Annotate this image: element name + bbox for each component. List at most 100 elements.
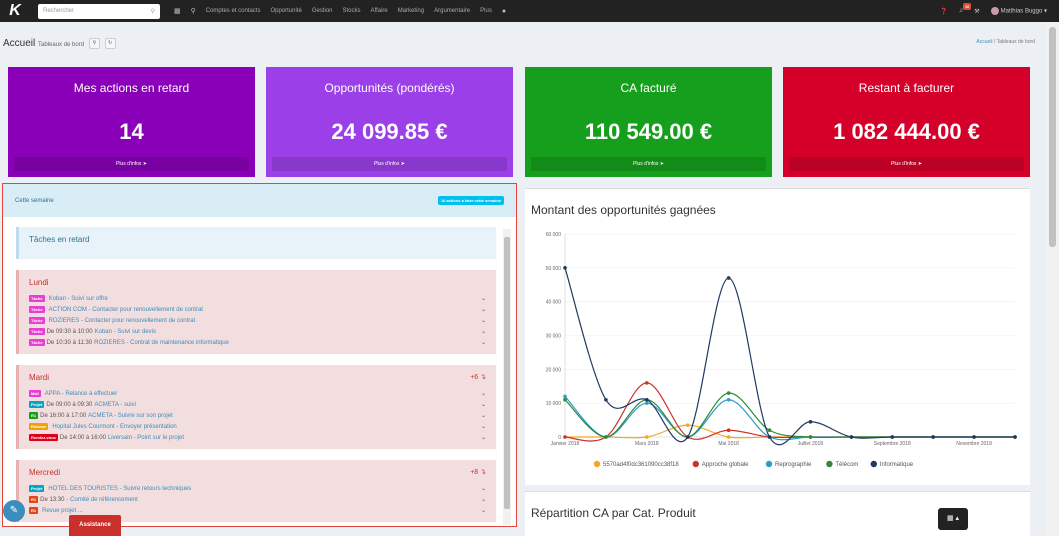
kpi-more-link[interactable]: Plus d'infos ➤ <box>272 157 507 171</box>
refresh-button[interactable]: ↻ <box>104 38 116 49</box>
chevron-down-icon[interactable]: ⌄ <box>480 424 486 430</box>
nav-item-marketing[interactable]: Marketing <box>397 8 425 14</box>
gamepad-icon[interactable]: ● <box>501 7 507 15</box>
main-menu: ▦ ⚲ Comptes et contacts Opportunité Gest… <box>174 7 507 16</box>
top-navbar: K Rechercher ⚲ ▦ ⚲ Comptes et contacts O… <box>0 0 1059 22</box>
data-point <box>563 266 567 270</box>
user-name: Matthias Buggo <box>1000 8 1043 15</box>
week-list[interactable]: Tâches en retard Lundi Tâche Koban - Suivi… <box>3 217 516 526</box>
action-item[interactable]: Mail APPA - Relance à effectuer ⌄ <box>29 388 486 399</box>
action-link[interactable]: ACTION COM - Contacter pour renouvelleme… <box>48 306 203 313</box>
series-line-3 <box>564 392 1015 439</box>
calendar-widget-button[interactable]: ▦ ▴ <box>938 508 968 530</box>
action-item[interactable]: Tâche ROZIERES - Contacter pour renouvell… <box>29 315 486 326</box>
chevron-down-icon[interactable]: ⌄ <box>480 340 486 346</box>
chevron-down-icon[interactable]: ⌄ <box>480 508 486 514</box>
action-item[interactable]: R1 De 16:00 à 17:00 ACMETA - Suivre sur so… <box>29 410 486 421</box>
action-link[interactable]: Hopital Jules Courmont - Envoyer présent… <box>52 423 177 430</box>
chevron-down-icon[interactable]: ⌄ <box>480 497 486 503</box>
action-type-badge: R1 <box>29 496 39 503</box>
y-tick-label: 0 <box>558 435 561 441</box>
action-item[interactable]: Projet De 09:00 à 09:30 ACMETA - suivi ⌄ <box>29 399 486 410</box>
action-item[interactable]: Rendez-vous De 14:00 à 16:00 Liversain - P… <box>29 432 486 443</box>
action-link[interactable]: Revue projet ... <box>42 507 83 514</box>
user-menu[interactable]: Matthias Buggo ▾ <box>990 7 1047 15</box>
legend-marker <box>765 460 773 468</box>
chevron-down-icon[interactable]: ⌄ <box>480 413 486 419</box>
action-link[interactable]: ROZIERES - Contrat de maintenance inform… <box>94 339 229 346</box>
late-tasks-box[interactable]: Tâches en retard <box>16 227 496 259</box>
action-item[interactable]: Tâche ACTION COM - Contacter pour renouve… <box>29 304 486 315</box>
action-time: De 09:00 à 09:30 <box>46 401 93 408</box>
chevron-down-icon[interactable]: ⌄ <box>480 402 486 408</box>
action-link[interactable]: Liversain - Point sur le projet <box>107 434 184 441</box>
page-title: Accueil Tableaux de bord ⚲ ↻ <box>3 38 116 49</box>
action-link[interactable]: ROZIERES - Contacter pour renouvellement… <box>48 317 196 324</box>
actions-badge: 16 actions à faire cette semaine <box>437 196 504 205</box>
nav-item-opportunite[interactable]: Opportunité <box>270 8 302 14</box>
chevron-down-icon[interactable]: ⌄ <box>480 329 486 335</box>
x-tick-label: Juillet 2018 <box>798 441 824 447</box>
kpi-more-link[interactable]: Plus d'infos ➤ <box>789 157 1024 171</box>
nav-item-plus[interactable]: Plus <box>480 8 492 14</box>
action-link[interactable]: HOTEL DES TOURISTES - Suivre retours tec… <box>48 485 192 492</box>
chevron-down-icon[interactable]: ⌄ <box>480 435 486 441</box>
action-link[interactable]: ACMETA - Suivre sur son projet <box>88 412 173 419</box>
calendar-icon[interactable]: ▦ <box>174 8 181 15</box>
assistance-button[interactable]: Assistance <box>69 515 121 536</box>
week-scrollbar[interactable] <box>503 229 511 525</box>
action-type-badge: Rendez-vous <box>29 434 58 441</box>
action-link[interactable]: Koban - Suivi sur offre <box>48 295 108 302</box>
day-more-count[interactable]: +8 ↴ <box>470 469 486 476</box>
data-point <box>563 394 567 399</box>
day-box-lundi: Lundi Tâche Koban - Suivi sur offre ⌄ Tâche A… <box>16 270 496 354</box>
action-item[interactable]: R1 De 13:30- Comité de référencement ⌄ <box>29 494 486 505</box>
page-scrollbar[interactable] <box>1046 22 1059 536</box>
question-icon[interactable]: ❓ <box>940 8 948 15</box>
nav-item-stocks[interactable]: Stocks <box>342 8 361 14</box>
day-name: Lundi <box>29 278 49 287</box>
pencil-icon[interactable]: ✎ <box>3 500 25 522</box>
kpi-more-link[interactable]: Plus d'infos ➤ <box>14 157 249 171</box>
chevron-down-icon[interactable]: ⌄ <box>480 296 486 302</box>
action-item[interactable]: Tâche De 09:30 à 10:00 Koban - Suivi sur d… <box>29 326 486 337</box>
data-point <box>767 435 772 439</box>
chart-opportunites-gagnees: Montant des opportunités gagnées 0 10 000… <box>525 188 1030 485</box>
pin-button[interactable]: ⚲ <box>88 38 100 49</box>
notifications-button[interactable]: ♫ 38 <box>959 3 972 14</box>
nav-item-argumentaire[interactable]: Argumentaire <box>434 8 471 14</box>
chevron-down-icon[interactable]: ⌄ <box>480 486 486 492</box>
search-icon[interactable]: ⚲ <box>150 8 155 15</box>
wrench-icon[interactable]: ⚒ <box>974 8 980 15</box>
kpi-value: 24 099.85 € <box>331 119 448 144</box>
content-header: Accueil Tableaux de bord ⚲ ↻ Accueil / T… <box>0 22 1044 58</box>
kpi-more-link[interactable]: Plus d'infos ➤ <box>531 157 766 171</box>
breadcrumb-home[interactable]: Accueil <box>976 39 993 45</box>
search-input[interactable]: Rechercher ⚲ <box>38 3 160 19</box>
action-link[interactable]: ACMETA - suivi <box>94 401 136 408</box>
chevron-down-icon[interactable]: ⌄ <box>480 318 486 324</box>
day-more-count[interactable]: +6 ↴ <box>470 374 486 381</box>
chevron-down-icon[interactable]: ⌄ <box>480 391 486 397</box>
map-marker-icon[interactable]: ⚲ <box>190 8 196 15</box>
user-toolbar: ❓ ♫ 38 ⚒ Matthias Buggo ▾ <box>940 0 1059 22</box>
action-link[interactable]: - Comité de référencement <box>66 496 138 503</box>
day-box-mercredi: Mercredi +8 ↴ Projet HOTEL DES TOURISTES - … <box>16 460 496 522</box>
data-point <box>563 435 567 439</box>
nav-item-affaire[interactable]: Affaire <box>370 8 388 14</box>
action-item[interactable]: Tâche De 10:30 à 11:30 ROZIERES - Contrat … <box>29 337 486 348</box>
action-item[interactable]: Tâche Koban - Suivi sur offre ⌄ <box>29 293 486 304</box>
chevron-down-icon[interactable]: ⌄ <box>480 307 486 313</box>
data-point <box>685 435 690 439</box>
action-item[interactable]: Projet HOTEL DES TOURISTES - Suivre retou… <box>29 483 486 494</box>
nav-item-comptes[interactable]: Comptes et contacts <box>205 8 261 14</box>
action-link[interactable]: Koban - Suivi sur devis <box>94 328 156 335</box>
nav-item-gestion[interactable]: Gestion <box>311 8 333 14</box>
action-item[interactable]: R1 Revue projet ... ⌄ <box>29 505 486 516</box>
action-link[interactable]: APPA - Relance à effectuer <box>44 390 118 397</box>
action-item[interactable]: Relance Hopital Jules Courmont - Envoyer … <box>29 421 486 432</box>
day-name: Mercredi <box>29 468 61 477</box>
breadcrumb-current: Tableaux de bord <box>996 39 1035 45</box>
koban-logo[interactable]: K <box>9 2 21 19</box>
action-type-badge: Tâche <box>29 339 45 346</box>
